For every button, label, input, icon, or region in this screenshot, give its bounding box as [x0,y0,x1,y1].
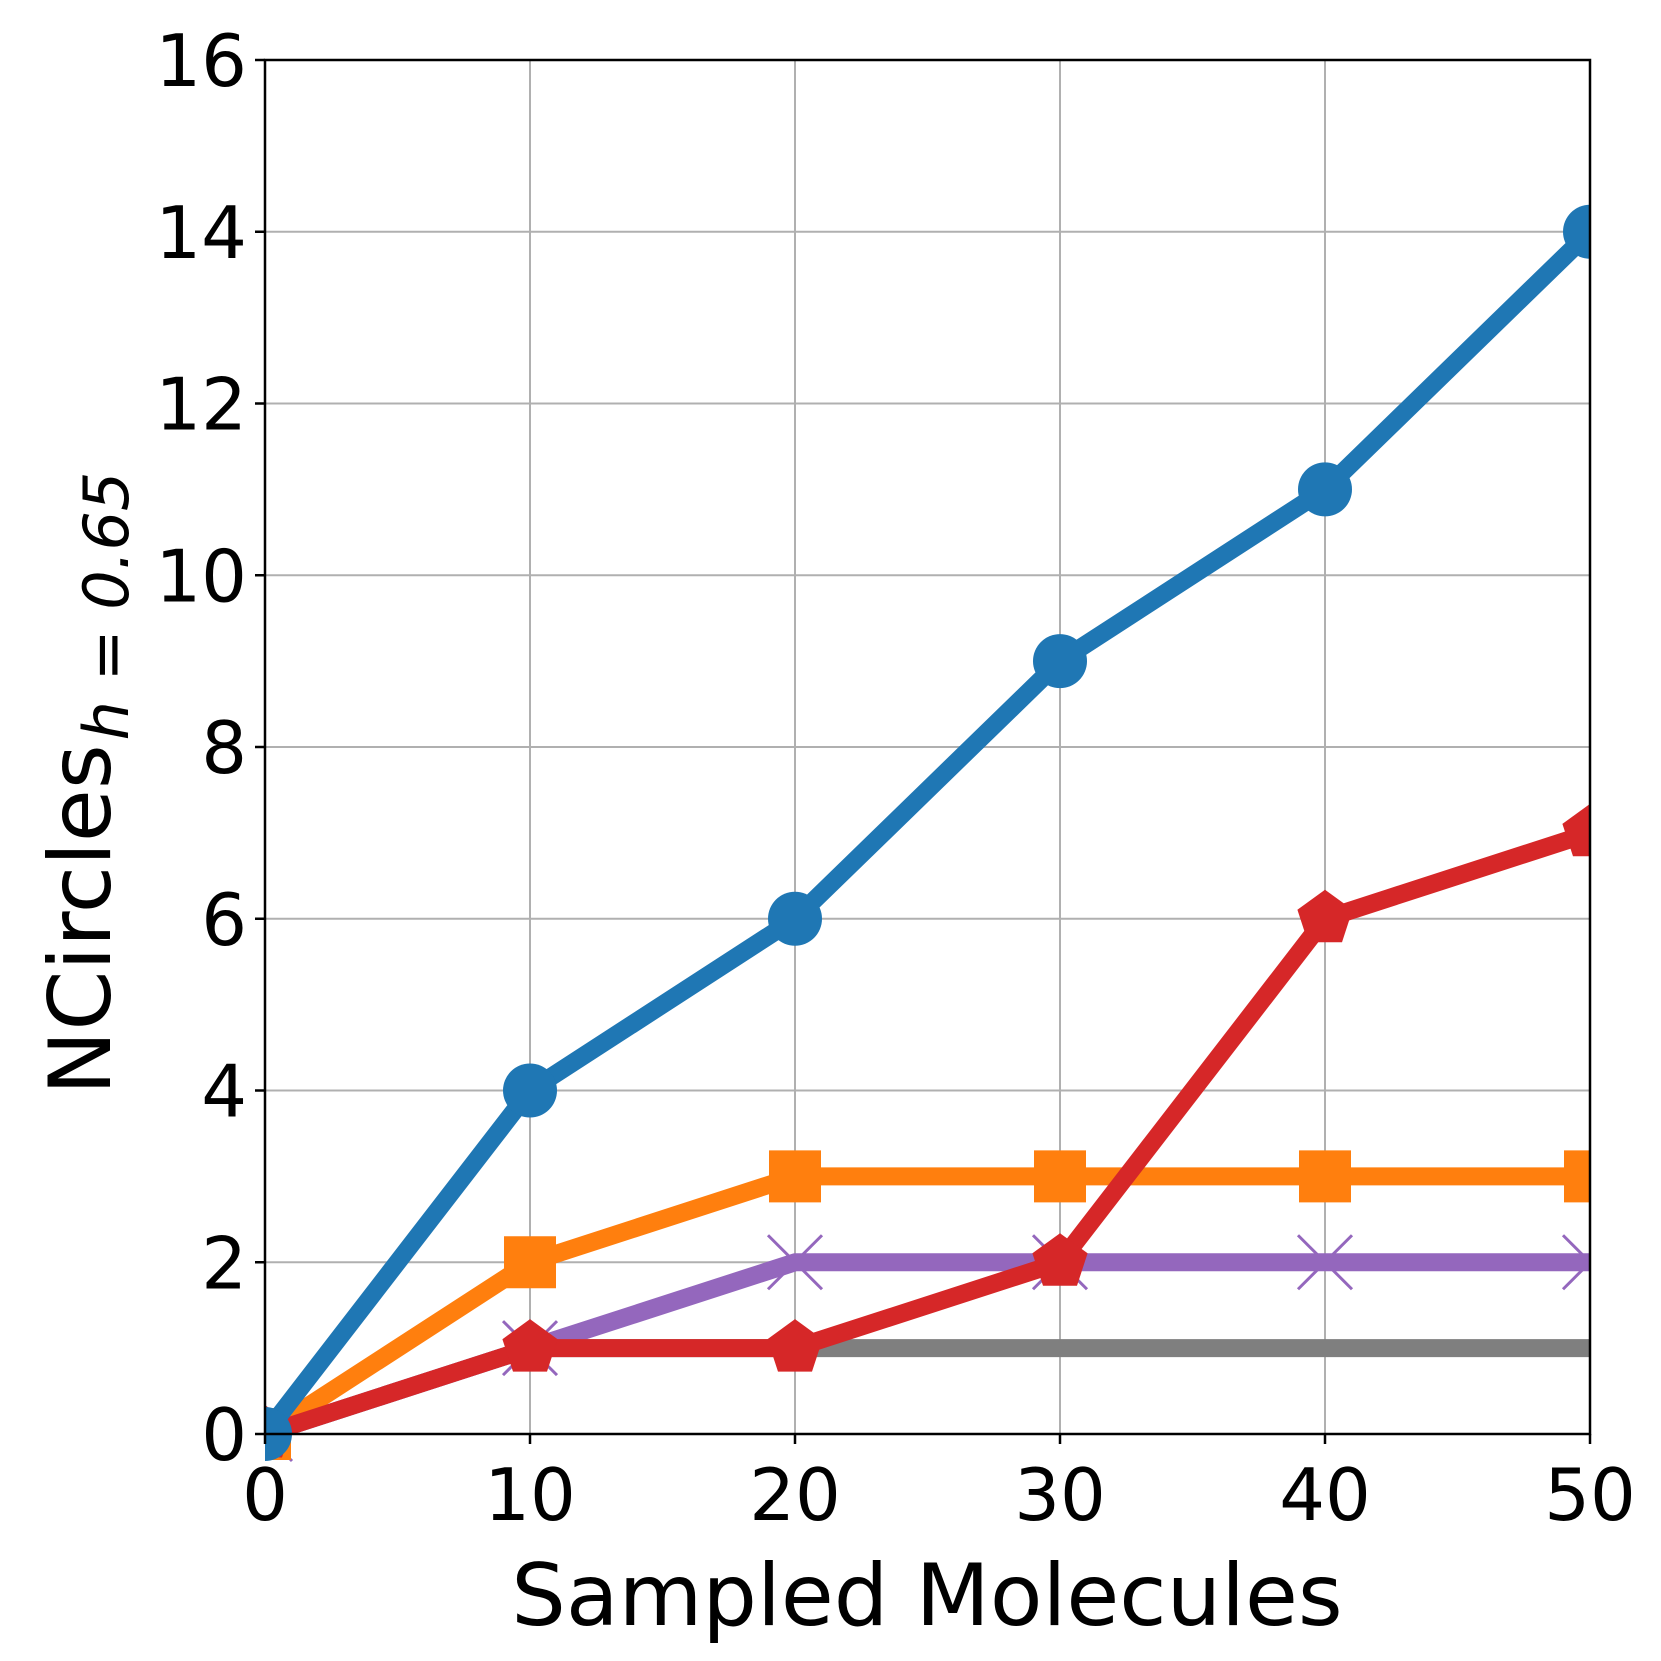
circle-marker [1563,204,1590,259]
y-axis-label-subscript: h = 0.65 [70,472,143,741]
pentagon-marker [502,1319,558,1372]
series-4 [265,204,1590,1461]
pentagon-marker [767,1319,823,1372]
y-tick-label: 8 [201,706,247,790]
square-marker [769,1150,821,1203]
x-tick-label: 30 [1014,1453,1106,1537]
series-line [265,225,1590,1440]
series-line [265,1167,1590,1442]
square-marker [504,1236,556,1289]
y-tick-label: 10 [155,534,247,618]
square-marker [1299,1150,1351,1203]
circle-marker [1033,634,1087,689]
x-tick-label: 50 [1544,1453,1636,1537]
series-layer [265,204,1590,1463]
y-tick-label: 6 [201,878,247,962]
x-tick-label: 10 [484,1453,576,1537]
y-tick-label: 2 [201,1221,247,1305]
y-tick-label: 14 [155,191,247,275]
series-line [265,824,1590,1443]
circle-marker [768,891,822,946]
y-tick-label: 16 [155,19,247,103]
y-tick-label: 12 [155,363,247,447]
x-marker [1561,1234,1590,1265]
square-marker [1564,1150,1590,1203]
grid [264,59,1591,1435]
y-axis-label-group: NCirclesh = 0.65 [31,472,143,1095]
pentagon-marker [1562,803,1590,857]
circle-marker [1298,462,1352,517]
y-axis-label-main: NCircles [31,744,131,1095]
x-tick-label: 20 [749,1453,841,1537]
square-marker [1034,1150,1086,1203]
x-marker [1561,1260,1590,1291]
y-tick-label: 0 [201,1393,247,1477]
x-marker [1296,1234,1354,1291]
series-3 [265,803,1590,1458]
x-tick-label: 0 [242,1453,288,1537]
y-axis-label: NCirclesh = 0.65 [31,472,143,1095]
x-marker [766,1234,824,1291]
pentagon-marker [1032,1233,1088,1286]
y-tick-label: 4 [201,1050,247,1134]
pentagon-marker [1297,889,1353,943]
axis-ticks: 0 10 20 30 40 50 0 2 4 6 8 10 12 14 16 [155,19,1635,1537]
circle-marker [503,1063,557,1118]
x-tick-label: 40 [1279,1453,1371,1537]
x-axis-label: Sampled Molecules [511,1546,1342,1646]
